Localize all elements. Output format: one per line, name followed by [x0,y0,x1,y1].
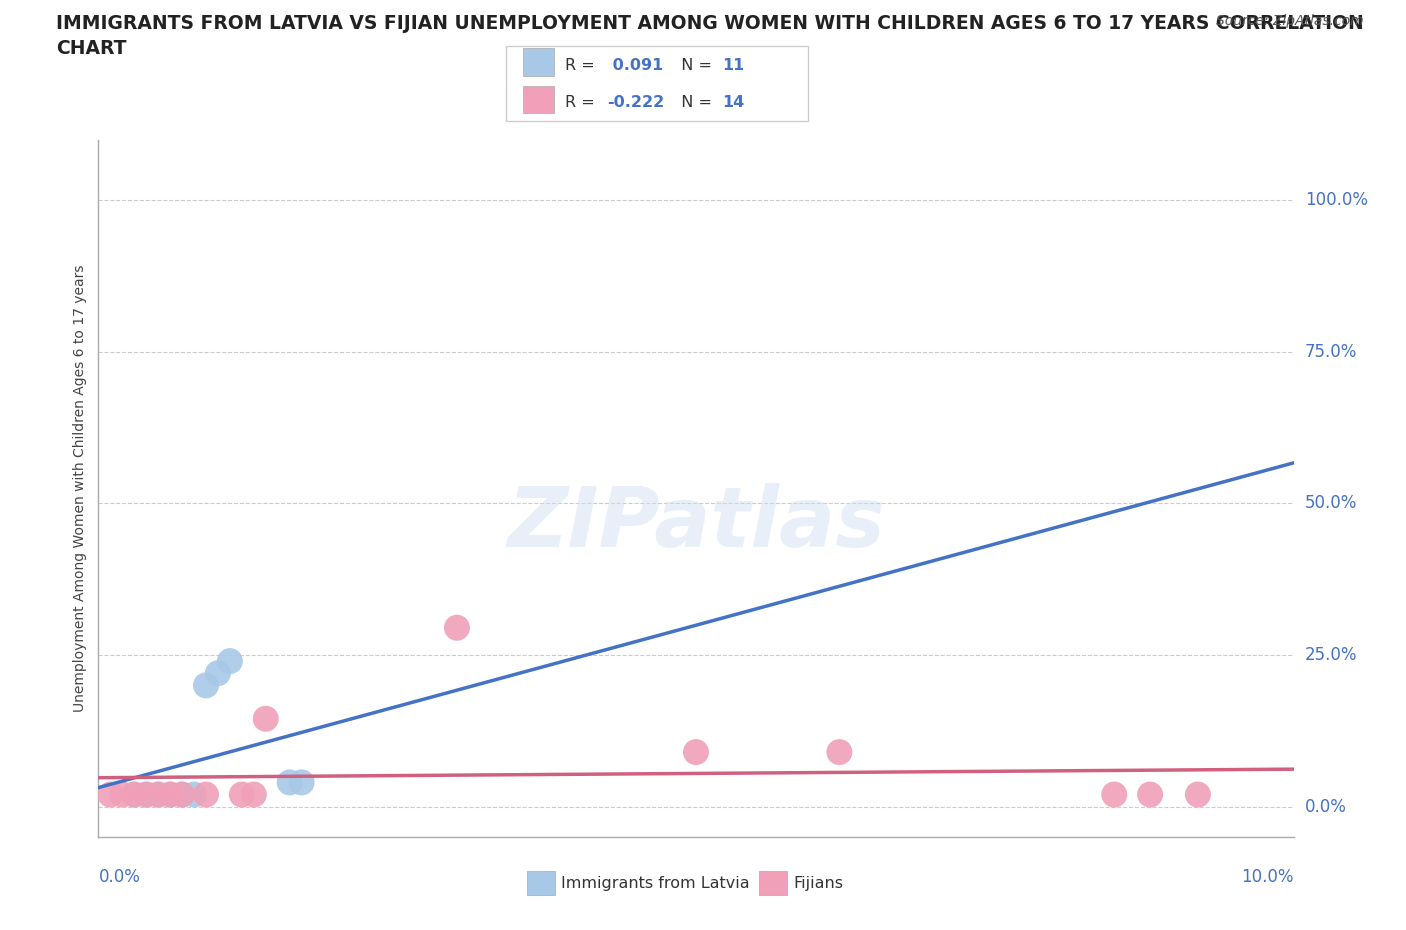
Point [685,745,707,760]
Point [243,787,266,802]
Text: 0.091: 0.091 [607,58,664,73]
Point [219,654,242,669]
Point [135,787,157,802]
Point [135,787,157,802]
Point [148,787,170,802]
Y-axis label: Unemployment Among Women with Children Ages 6 to 17 years: Unemployment Among Women with Children A… [73,264,87,712]
Text: N =: N = [671,58,717,73]
Text: 14: 14 [723,95,745,110]
Point [159,787,181,802]
Text: 75.0%: 75.0% [1305,343,1357,361]
Point [254,711,277,726]
Text: -0.222: -0.222 [607,95,665,110]
Point [1104,787,1126,802]
Point [159,787,181,802]
Point [98,787,122,802]
Text: N =: N = [671,95,717,110]
Text: CHART: CHART [56,39,127,58]
Text: 11: 11 [723,58,745,73]
Point [207,666,229,681]
Point [148,787,170,802]
Point [278,775,301,790]
Point [124,787,146,802]
Text: 100.0%: 100.0% [1305,192,1368,209]
Point [111,787,134,802]
Text: R =: R = [565,58,600,73]
Point [194,678,218,693]
Text: Source: ZipAtlas.com: Source: ZipAtlas.com [1216,14,1364,28]
Text: 10.0%: 10.0% [1241,868,1294,885]
Text: IMMIGRANTS FROM LATVIA VS FIJIAN UNEMPLOYMENT AMONG WOMEN WITH CHILDREN AGES 6 T: IMMIGRANTS FROM LATVIA VS FIJIAN UNEMPLO… [56,14,1364,33]
Point [828,745,851,760]
Text: R =: R = [565,95,600,110]
Text: Fijians: Fijians [793,875,844,891]
Text: Immigrants from Latvia: Immigrants from Latvia [561,875,749,891]
Point [290,775,312,790]
Point [183,787,205,802]
Point [172,787,194,802]
Point [1187,787,1209,802]
Point [124,787,146,802]
Point [172,787,194,802]
Text: 25.0%: 25.0% [1305,646,1357,664]
Text: 0.0%: 0.0% [1305,798,1347,816]
Point [446,620,468,635]
Text: ZIPatlas: ZIPatlas [508,483,884,564]
Text: 0.0%: 0.0% [98,868,141,885]
Point [231,787,253,802]
Text: 50.0%: 50.0% [1305,495,1357,512]
Point [194,787,218,802]
Point [1139,787,1161,802]
